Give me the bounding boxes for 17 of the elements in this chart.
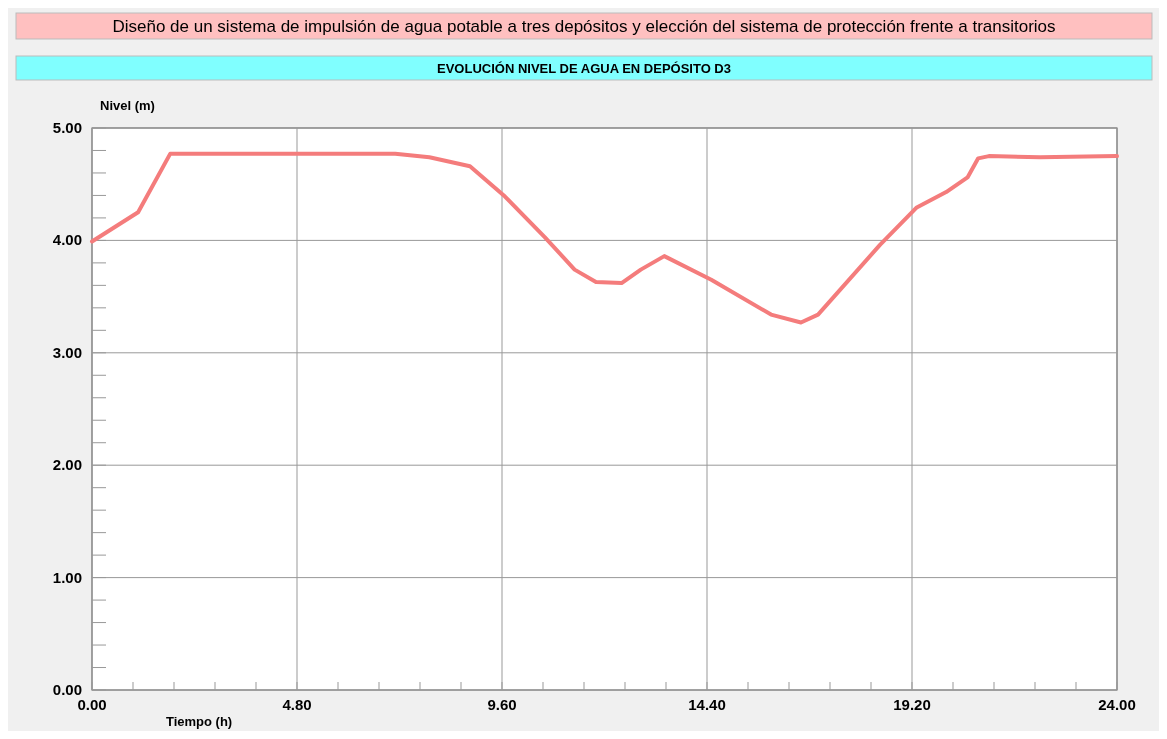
y-tick-label: 3.00 <box>52 343 82 361</box>
x-tick-label: 14.40 <box>688 696 726 713</box>
x-tick-label: 9.60 <box>487 696 517 713</box>
y-tick-label: 0.00 <box>52 681 82 698</box>
x-tick-label: 4.80 <box>282 696 312 713</box>
line-series <box>90 151 1119 325</box>
y-tick-label: 4.00 <box>52 231 82 249</box>
x-tick-label: 0.00 <box>77 696 107 713</box>
y-tick-label: 5.00 <box>52 119 82 136</box>
y-tick-label: 1.00 <box>52 568 82 586</box>
chart-subtitle: EVOLUCIÓN NIVEL DE AGUA EN DEPÓSITO D3 <box>437 61 731 76</box>
y-axis-title: Nivel (m) <box>100 98 155 113</box>
x-tick-label: 19.20 <box>893 696 931 713</box>
y-tick-label: 2.00 <box>52 456 82 474</box>
x-axis-title: Tiempo (h) <box>166 714 233 729</box>
chart-title: Diseño de un sistema de impulsión de agua potable a tres depósitos y elección del sistema de protección frente a transitorios <box>112 17 1056 36</box>
x-tick-label: 24.00 <box>1098 696 1136 713</box>
